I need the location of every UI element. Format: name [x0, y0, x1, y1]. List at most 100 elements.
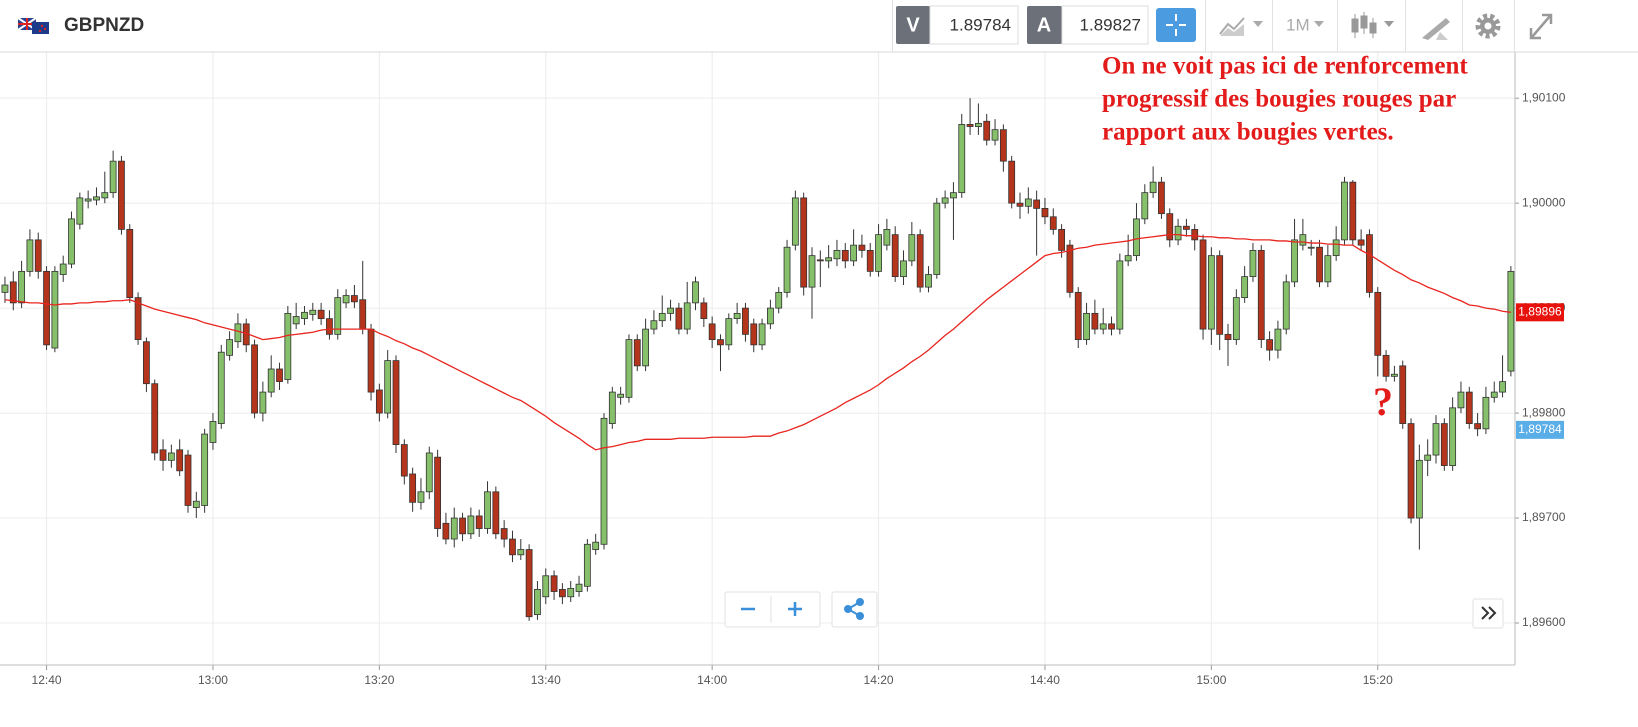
candle-body: [1124, 255, 1132, 262]
candle-body: [118, 160, 125, 230]
candle-body: [658, 312, 666, 322]
candle-body: [966, 124, 974, 127]
x-tick-label: 14:20: [864, 673, 894, 687]
candle-body: [1066, 244, 1074, 293]
candle-body: [101, 192, 109, 199]
candle-body: [642, 328, 649, 367]
chart-type-icon[interactable]: [1219, 17, 1263, 36]
candle-body: [608, 391, 616, 424]
candle-body: [1465, 391, 1473, 424]
candle-body: [334, 297, 342, 335]
fullscreen-icon[interactable]: [1529, 13, 1553, 40]
candle-body: [542, 575, 550, 598]
candle-body: [1482, 396, 1490, 430]
candle-body: [51, 270, 59, 349]
candle-body: [975, 122, 982, 127]
candle-body: [675, 307, 683, 330]
candle-body: [1307, 246, 1315, 249]
candle-body: [625, 339, 633, 398]
buy-button[interactable]: [1027, 6, 1062, 44]
candle-body: [667, 307, 674, 314]
candle-body: [1033, 199, 1041, 209]
buy-label: A: [1037, 14, 1051, 36]
candle-body: [775, 291, 783, 309]
separators: [1205, 0, 1515, 52]
candle-body: [750, 323, 758, 346]
candle-body: [459, 517, 466, 535]
candle-body: [251, 344, 258, 414]
candle-body: [384, 360, 392, 414]
share-box[interactable]: [831, 591, 878, 628]
zoom-box: [724, 591, 821, 628]
candle-body: [567, 587, 575, 598]
candle-body: [1474, 423, 1481, 430]
candle-body: [883, 228, 891, 246]
candle-body: [925, 274, 932, 288]
plot: 1,896001,897001,898001,899001,900001,901…: [0, 52, 1566, 687]
candle-body: [301, 311, 308, 320]
candle-body: [983, 120, 991, 141]
candle-body: [1, 284, 9, 293]
candle-body: [184, 454, 192, 506]
candle-body: [725, 318, 733, 346]
candle-body: [217, 351, 225, 424]
draw-icon[interactable]: [1422, 18, 1450, 40]
candle-body: [1149, 181, 1157, 194]
zoom-in[interactable]: [788, 602, 802, 616]
candle-body: [226, 339, 234, 356]
settings-icon[interactable]: [1475, 13, 1501, 39]
crosshair-button[interactable]: [1156, 8, 1196, 42]
candle-body: [1216, 255, 1224, 335]
candle-body: [1191, 228, 1199, 241]
candle-body: [908, 234, 916, 262]
sell-label: V: [906, 14, 920, 36]
buy-price-box[interactable]: [1061, 5, 1149, 45]
candle-body: [276, 368, 283, 382]
x-tick-label: 13:00: [198, 673, 228, 687]
candle-body: [1008, 160, 1016, 204]
price-label-box: [1516, 420, 1564, 439]
candle-body: [1507, 270, 1515, 372]
candle-body: [1241, 276, 1249, 299]
candle-body: [326, 318, 333, 335]
timeframe[interactable]: 1M: [1286, 15, 1310, 34]
candle-icon[interactable]: [1351, 12, 1394, 38]
sell-button[interactable]: [896, 6, 930, 44]
candle-body: [1324, 255, 1332, 283]
candle-body: [1108, 323, 1115, 330]
candle-body: [1341, 181, 1348, 241]
candle-body: [525, 549, 533, 618]
timeframe-caret: [1314, 21, 1324, 27]
candle-body: [1291, 239, 1298, 283]
symbol: GBPNZD: [64, 15, 144, 36]
candle-body: [18, 270, 26, 304]
candle-body: [1257, 249, 1265, 341]
x-tick-label: 14:40: [1030, 673, 1060, 687]
candle-body: [866, 249, 874, 272]
candle-body: [400, 444, 408, 477]
candle-body: [717, 339, 724, 346]
candle-body: [583, 543, 591, 587]
candle-body: [475, 515, 483, 529]
candle-body: [999, 129, 1007, 162]
candle-body: [509, 538, 516, 556]
candle-body: [442, 522, 450, 540]
candle-body: [309, 309, 317, 315]
candle-body: [559, 589, 566, 598]
candle-body: [600, 417, 608, 545]
candle-body: [1116, 260, 1124, 330]
sell-price-box[interactable]: [929, 5, 1019, 45]
candle-body: [575, 583, 583, 592]
candle-body: [833, 249, 841, 260]
candle-body: [1382, 354, 1390, 377]
candle-body: [783, 246, 791, 293]
candle-body: [617, 393, 625, 398]
candle-body: [1282, 281, 1290, 330]
candle-body: [991, 129, 999, 141]
candle-body: [933, 202, 941, 275]
price-label: 1,89896: [1518, 304, 1562, 318]
candle-body: [159, 449, 167, 461]
scroll-end-icon: [1481, 606, 1497, 620]
flag: [17, 17, 49, 34]
candle-body: [1349, 181, 1357, 241]
